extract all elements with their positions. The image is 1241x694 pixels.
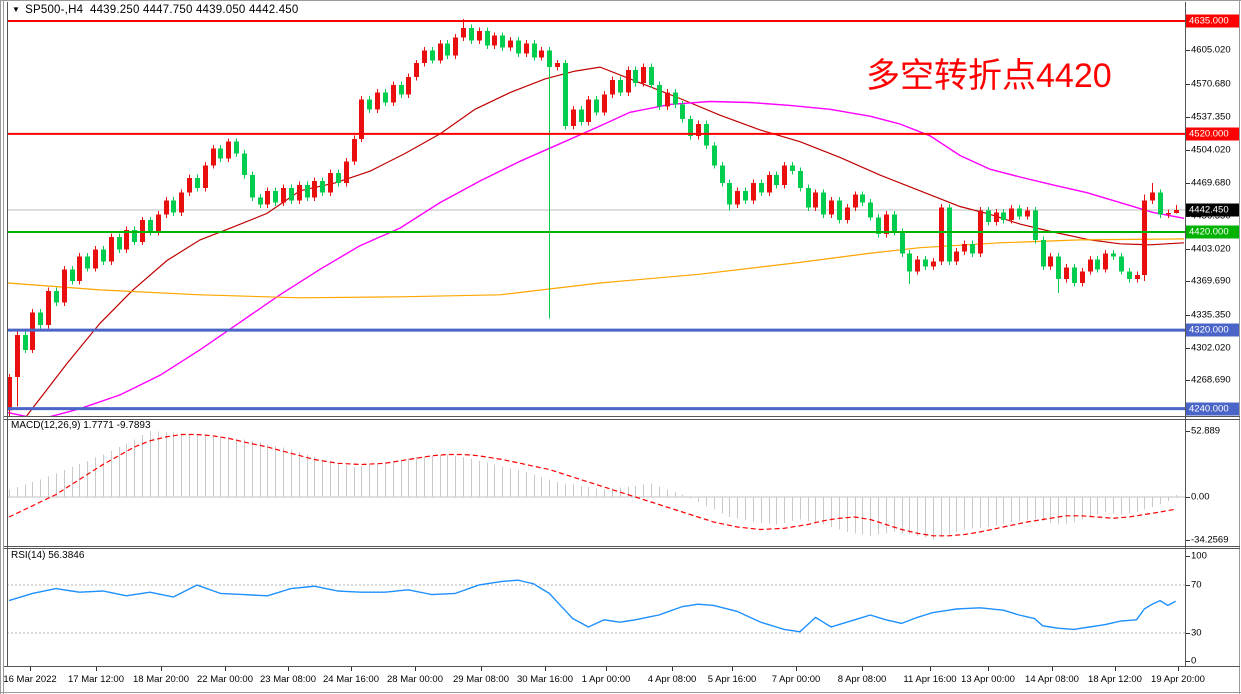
rsi-indicator-label: RSI(14) 56.3846 <box>11 550 84 561</box>
ma-medium-magenta <box>7 100 1185 416</box>
ohlc-high-value: 4447.750 <box>142 4 193 16</box>
rsi-panel[interactable] <box>7 579 1185 634</box>
main-price-panel[interactable] <box>7 19 1185 497</box>
rsi-name: RSI(14) <box>11 550 46 561</box>
macd-indicator-label: MACD(12,26,9) 1.7771 -9.7893 <box>11 420 151 431</box>
macd-signal-value: -9.7893 <box>116 420 151 431</box>
ohlc-low-value: 4439.050 <box>195 4 246 16</box>
macd-name: MACD(12,26,9) <box>11 420 81 431</box>
ohlc-close-value: 4442.450 <box>248 4 299 16</box>
ma-slow-orange <box>7 238 1185 299</box>
annotation-text: 多空转折点4420 <box>866 57 1112 95</box>
symbol-dropdown-icon[interactable]: ▼ <box>12 5 21 14</box>
rsi-line <box>8 579 1177 633</box>
macd-signal-line <box>8 433 1176 537</box>
ohlc-open-value: 4439.250 <box>89 4 140 16</box>
macd-histogram <box>9 430 1177 540</box>
macd-main-value: 1.7771 <box>83 420 114 431</box>
macd-panel[interactable] <box>7 430 1185 540</box>
ma-fast-red <box>26 66 1185 416</box>
rsi-value: 56.3846 <box>48 550 85 561</box>
symbol-info-line: ▼ SP500-,H4 4439.250 4447.750 4439.050 44… <box>12 4 299 16</box>
symbol-period-label: SP500-,H4 <box>25 4 84 16</box>
